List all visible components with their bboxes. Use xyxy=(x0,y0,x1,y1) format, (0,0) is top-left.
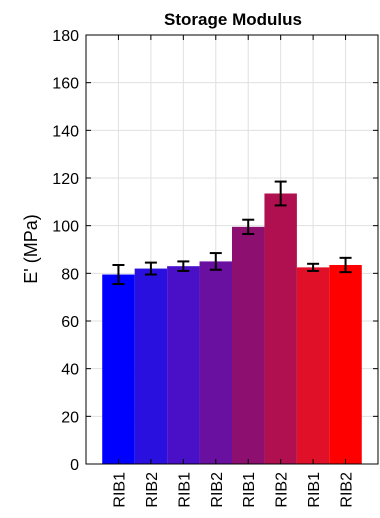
error-bar xyxy=(242,218,255,236)
error-bars xyxy=(112,180,352,286)
bar xyxy=(232,226,265,464)
bar xyxy=(264,193,297,464)
y-tick-label: 20 xyxy=(61,409,79,426)
y-tick-label: 40 xyxy=(61,362,79,379)
y-tick-label: 180 xyxy=(52,28,79,45)
bars xyxy=(102,193,362,464)
x-axis-ticks: RIB1 RIB2 RIB1 RIB2 RIB1 RIB2 RIB1 RIB2 xyxy=(111,35,356,508)
x-tick-label: RIB2 xyxy=(209,472,226,508)
y-tick-label: 80 xyxy=(61,266,79,283)
bar xyxy=(167,266,200,464)
y-tick-label: 60 xyxy=(61,314,79,331)
x-tick-label: RIB2 xyxy=(274,472,291,508)
bar xyxy=(329,264,362,464)
error-bar xyxy=(144,261,157,276)
bar xyxy=(134,268,168,464)
plot-frame xyxy=(85,34,379,465)
x-tick-label: RIB1 xyxy=(241,472,258,508)
x-tick-label: RIB1 xyxy=(111,472,128,508)
y-tick-label: 120 xyxy=(52,171,79,188)
y-axis-label: E' (MPa) xyxy=(21,214,41,283)
error-bar xyxy=(112,263,125,286)
y-tick-label: 160 xyxy=(52,76,79,93)
y-tick-label: 140 xyxy=(52,123,79,140)
error-bar xyxy=(339,256,352,274)
y-axis-ticks: 0 20 40 60 80 100 120 140 160 180 xyxy=(52,28,378,474)
error-bar xyxy=(209,252,222,271)
bar xyxy=(199,261,232,464)
error-bar xyxy=(274,180,287,207)
x-tick-label: RIB2 xyxy=(339,472,356,508)
x-tick-label: RIB1 xyxy=(306,472,323,508)
error-bar xyxy=(307,262,320,272)
chart-title: Storage Modulus xyxy=(164,10,302,29)
bar xyxy=(102,274,135,464)
x-tick-label: RIB2 xyxy=(144,472,161,508)
y-tick-label: 100 xyxy=(52,219,79,236)
x-tick-label: RIB1 xyxy=(176,472,193,508)
y-tick-label: 0 xyxy=(70,457,79,474)
bar xyxy=(296,267,330,464)
error-bar xyxy=(177,260,190,272)
